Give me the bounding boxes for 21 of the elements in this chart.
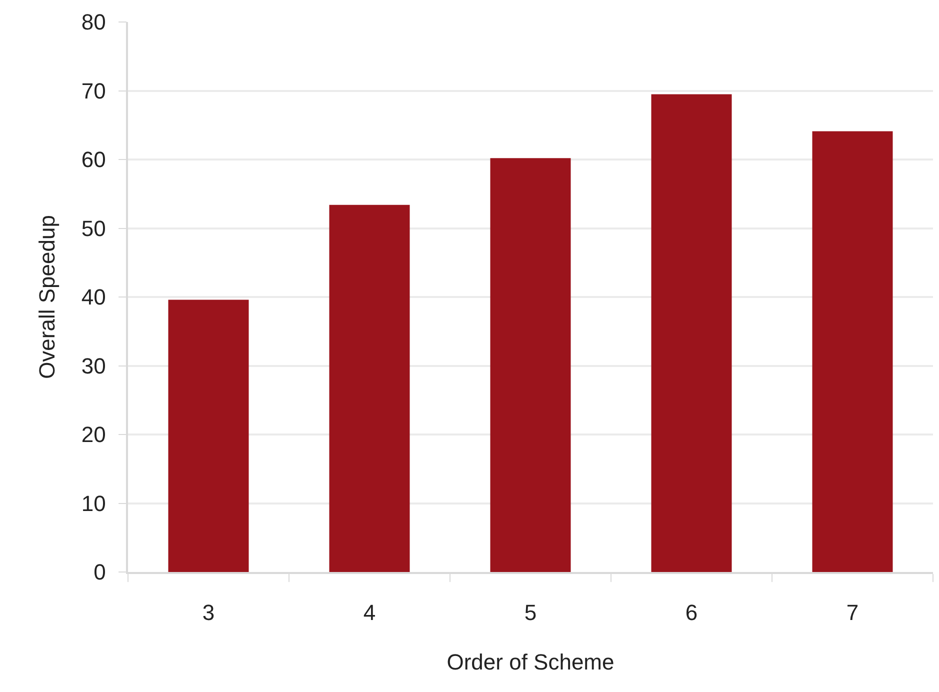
bar [812, 131, 893, 572]
y-tick-label: 40 [81, 284, 106, 310]
bar [490, 158, 571, 572]
y-tick-label: 50 [81, 216, 106, 241]
y-tick-label: 80 [81, 10, 106, 35]
x-axis-title: Order of Scheme [446, 650, 614, 675]
bar [168, 300, 249, 572]
y-tick-label: 60 [81, 147, 106, 172]
x-tick-label: 5 [524, 600, 537, 626]
y-tick-label: 70 [81, 78, 106, 104]
y-tick-label: 10 [81, 490, 106, 516]
y-tick-label: 0 [94, 560, 106, 585]
bar [651, 94, 732, 572]
y-tick-label: 30 [81, 353, 106, 378]
y-axis-title: Overall Speedup [34, 215, 60, 379]
x-tick-label: 3 [202, 600, 215, 626]
bar [329, 204, 410, 572]
x-tick-label: 6 [685, 600, 698, 626]
x-tick-label: 4 [363, 600, 376, 626]
x-tick-label: 7 [846, 600, 859, 626]
y-tick-label: 20 [81, 422, 106, 448]
